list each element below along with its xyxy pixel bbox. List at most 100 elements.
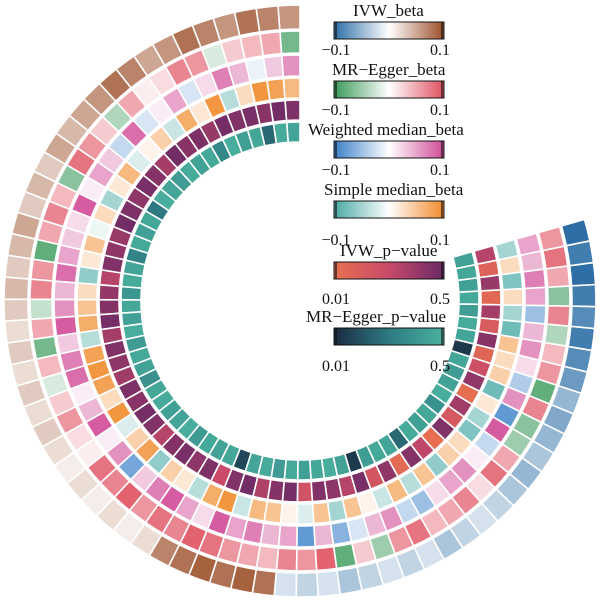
heatmap-cell bbox=[270, 457, 288, 481]
heatmap-cell bbox=[86, 160, 116, 189]
heatmap-cell bbox=[80, 483, 115, 518]
heatmap-cell bbox=[316, 569, 342, 598]
heatmap-cell bbox=[82, 82, 117, 117]
heatmap-cell bbox=[160, 115, 188, 144]
heatmap-cell bbox=[16, 190, 49, 221]
heatmap-cell bbox=[570, 283, 597, 308]
heatmap-cell bbox=[100, 254, 125, 274]
heatmap-cell bbox=[150, 421, 177, 449]
heatmap-cell bbox=[251, 568, 278, 597]
heatmap-cell bbox=[477, 457, 510, 489]
heatmap-cell bbox=[457, 303, 480, 319]
heatmap-cell bbox=[104, 399, 133, 427]
heatmap-cell bbox=[119, 119, 149, 149]
heatmap-cell bbox=[107, 131, 137, 162]
heatmap-cell bbox=[171, 466, 198, 495]
heatmap-cell bbox=[354, 444, 377, 470]
heatmap-cell bbox=[241, 518, 265, 545]
heatmap-cell bbox=[281, 480, 299, 503]
heatmap-cell bbox=[450, 338, 475, 358]
heatmap-cell bbox=[189, 501, 217, 531]
heatmap-cell bbox=[365, 438, 389, 465]
heatmap-cell bbox=[48, 181, 79, 211]
heatmap-cell bbox=[65, 467, 101, 502]
heatmap-cell bbox=[78, 249, 104, 271]
heatmap-cell bbox=[58, 348, 86, 373]
heatmap-cell bbox=[506, 370, 535, 396]
heatmap-cell bbox=[376, 432, 400, 459]
heatmap-cell bbox=[84, 410, 115, 439]
heatmap-cell bbox=[346, 515, 371, 543]
heatmap-cell bbox=[461, 442, 491, 473]
heatmap-cell bbox=[116, 451, 147, 481]
heatmap-cell bbox=[455, 416, 484, 444]
heatmap-cell bbox=[435, 496, 467, 528]
heatmap-cell bbox=[226, 60, 252, 87]
heatmap-cell bbox=[202, 92, 228, 120]
heatmap-cell bbox=[237, 472, 259, 498]
heatmap-cell bbox=[528, 377, 558, 406]
heatmap-cell bbox=[120, 310, 144, 328]
heatmap-cell bbox=[263, 500, 284, 525]
heatmap-cell bbox=[150, 388, 176, 413]
heatmap-cell bbox=[179, 522, 208, 553]
heatmap-cell bbox=[191, 17, 222, 49]
heatmap-cell bbox=[98, 67, 133, 103]
heatmap-cell bbox=[311, 501, 332, 525]
heatmap-cell bbox=[41, 200, 71, 228]
heatmap-cell bbox=[257, 454, 276, 479]
heatmap-cell bbox=[283, 458, 299, 481]
heatmap-cell bbox=[375, 457, 400, 485]
ring-6 bbox=[120, 121, 480, 481]
heatmap-cell bbox=[565, 239, 595, 267]
heatmap-cell bbox=[151, 152, 179, 179]
heatmap-cell bbox=[35, 353, 64, 380]
heatmap-cell bbox=[244, 56, 268, 83]
heatmap-cell bbox=[456, 276, 480, 293]
heatmap-cell bbox=[124, 246, 150, 266]
heatmap-cell bbox=[147, 125, 175, 153]
heatmap-cell bbox=[435, 371, 462, 395]
heatmap-cell bbox=[497, 254, 523, 276]
heatmap-cell bbox=[198, 118, 223, 146]
heatmap-cell bbox=[105, 438, 135, 468]
heatmap-cell bbox=[235, 541, 262, 569]
heatmap-cell bbox=[259, 30, 283, 57]
heatmap-cell bbox=[6, 338, 36, 366]
heatmap-cell bbox=[98, 298, 121, 316]
heatmap-cell bbox=[520, 394, 551, 424]
heatmap-cell bbox=[499, 319, 523, 340]
heatmap-cell bbox=[145, 447, 174, 476]
heatmap-cell bbox=[470, 343, 497, 365]
heatmap-cell bbox=[168, 168, 194, 194]
heatmap-cell bbox=[98, 312, 122, 331]
heatmap-cell bbox=[464, 471, 497, 503]
heatmap-cell bbox=[111, 364, 138, 388]
heatmap-cell bbox=[101, 101, 133, 133]
heatmap-cell bbox=[230, 493, 254, 519]
heatmap-cell bbox=[393, 496, 421, 526]
heatmap-cell bbox=[114, 54, 149, 90]
heatmap-cell bbox=[491, 348, 518, 372]
heatmap-cell bbox=[160, 431, 187, 459]
heatmap-cell bbox=[4, 254, 33, 280]
heatmap-cell bbox=[279, 502, 299, 525]
heatmap-cell bbox=[265, 77, 286, 102]
heatmap-cell bbox=[76, 130, 108, 162]
heatmap-cell bbox=[419, 425, 447, 452]
heatmap-cell bbox=[125, 147, 153, 175]
heatmap-cell bbox=[183, 448, 209, 476]
heatmap-cell bbox=[53, 315, 79, 337]
heatmap-cell bbox=[115, 160, 143, 188]
heatmap-cell bbox=[473, 244, 498, 266]
heatmap-cell bbox=[546, 304, 571, 328]
heatmap-cell bbox=[478, 273, 502, 292]
heatmap-cell bbox=[448, 515, 483, 550]
heatmap-cell bbox=[112, 510, 146, 545]
heatmap-cell bbox=[76, 265, 101, 286]
heatmap-cell bbox=[249, 79, 271, 105]
heatmap-cell bbox=[96, 145, 126, 175]
heatmap-cell bbox=[438, 404, 466, 430]
heatmap-cell bbox=[512, 354, 540, 379]
heatmap-cell bbox=[455, 314, 480, 332]
